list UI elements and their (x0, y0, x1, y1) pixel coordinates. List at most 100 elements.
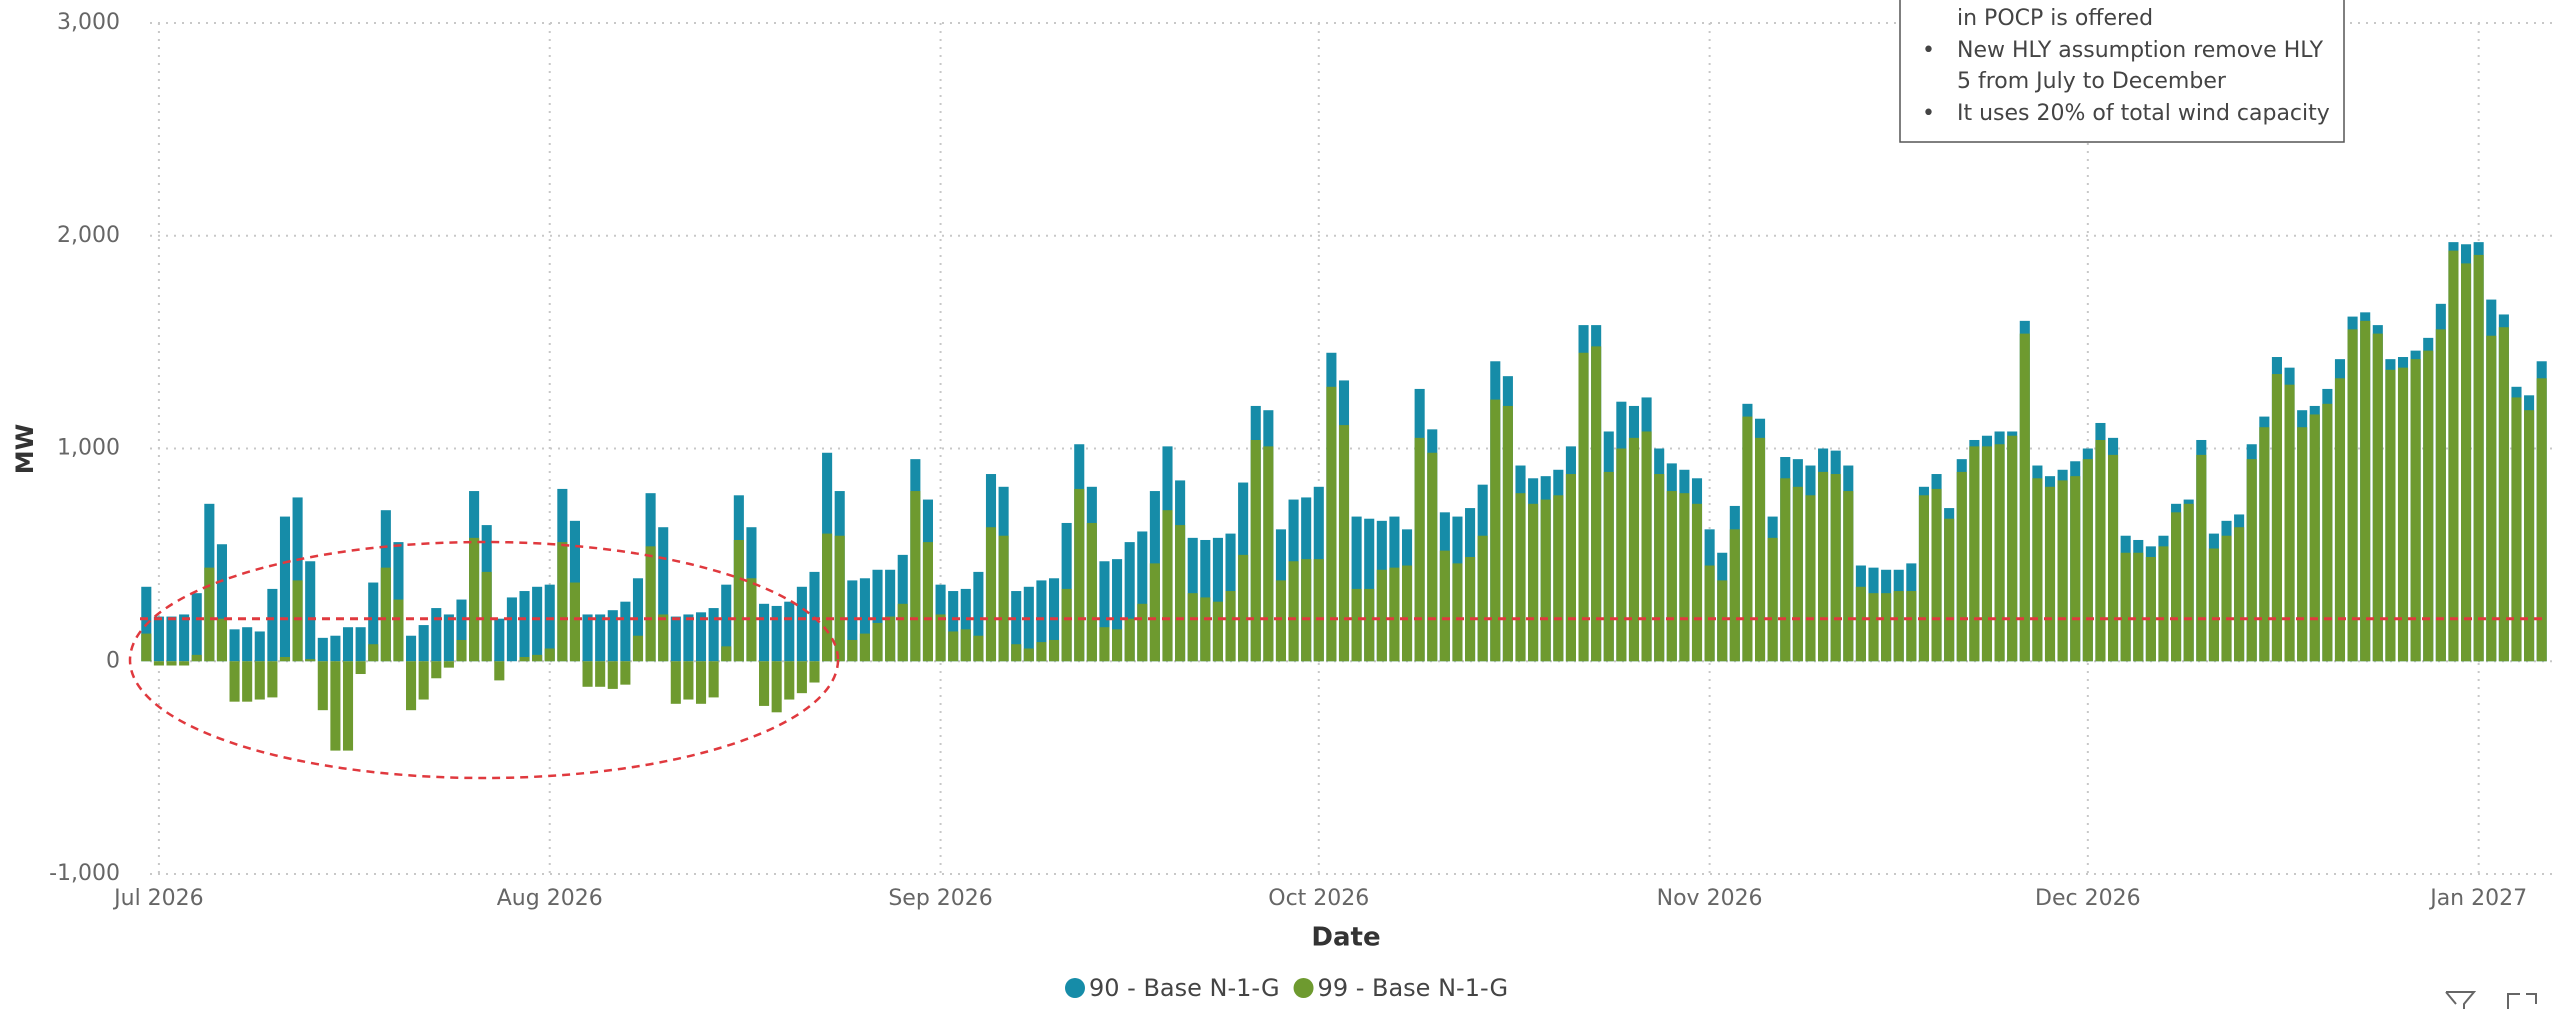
bar (1036, 580, 1047, 662)
bar (317, 661, 328, 711)
bar (1036, 642, 1047, 662)
bar (2473, 254, 2484, 662)
bar (1729, 529, 1740, 662)
bar (254, 631, 265, 662)
bar (292, 580, 303, 662)
bar (443, 661, 454, 668)
bar (1792, 486, 1803, 662)
bar (897, 603, 908, 662)
bar (1754, 437, 1766, 662)
bar (2171, 512, 2182, 662)
focus-icon[interactable] (2507, 993, 2537, 1009)
bar (153, 661, 164, 666)
bar (809, 661, 820, 683)
bar (2082, 459, 2093, 662)
bar (683, 614, 694, 662)
bar (708, 608, 719, 662)
bar (1969, 446, 1980, 662)
bar (355, 627, 366, 662)
bar (330, 661, 341, 751)
bar (1301, 559, 1312, 662)
bar (1048, 639, 1060, 662)
bar (2297, 427, 2308, 662)
bar (1868, 593, 1879, 662)
bar (557, 542, 568, 662)
bar (796, 586, 807, 662)
bar (1994, 444, 2005, 662)
bar (885, 616, 896, 662)
bar (1981, 446, 1993, 662)
bar (683, 661, 694, 700)
bar (2423, 350, 2434, 662)
bar (708, 661, 719, 698)
bar (695, 661, 707, 704)
bar (368, 644, 379, 662)
bar (179, 614, 190, 662)
bar (2461, 263, 2472, 662)
bar (960, 588, 971, 662)
bar (1338, 425, 1350, 662)
bar (569, 582, 580, 662)
bar (216, 618, 227, 662)
bar (620, 601, 631, 662)
bar (1124, 542, 1135, 662)
x-tick-label: Sep 2026 (888, 886, 992, 911)
bar (1112, 559, 1123, 662)
bar (1855, 586, 1866, 662)
x-axis-label: Date (1311, 923, 1380, 953)
bar (179, 661, 190, 666)
bar (1162, 510, 1173, 662)
bar (2347, 329, 2358, 662)
bar (973, 571, 984, 662)
bar (1023, 586, 1034, 662)
bar (216, 544, 227, 662)
bar (330, 635, 341, 662)
bar (1212, 537, 1223, 662)
bar (393, 599, 404, 662)
legend-swatch (1065, 978, 1085, 998)
bar (1099, 561, 1110, 662)
bar (620, 661, 631, 685)
y-axis-label: MW (11, 424, 39, 474)
bar (191, 654, 202, 662)
bar (2410, 359, 2421, 662)
bar (985, 527, 997, 662)
bar (2208, 548, 2219, 662)
bar (166, 661, 177, 666)
bar (254, 661, 265, 700)
bar (469, 537, 480, 662)
bar (859, 633, 870, 662)
legend-label: 99 - Base N-1-G (1318, 974, 1509, 1002)
bar (1553, 495, 1564, 662)
bar (809, 571, 820, 662)
bar (2511, 397, 2522, 662)
bar (1805, 495, 1816, 662)
bar (670, 616, 681, 662)
bar (544, 648, 555, 662)
bar (342, 661, 354, 751)
bar (431, 608, 442, 662)
bar (2019, 333, 2030, 662)
bar (1918, 495, 1929, 662)
filter-icon[interactable] (2445, 991, 2477, 1009)
bar (1086, 522, 1097, 662)
bar (607, 661, 618, 689)
bar (1843, 491, 1854, 662)
bar-layer (141, 242, 2547, 751)
bar (595, 661, 606, 687)
bar (1767, 537, 1778, 662)
bar (1452, 563, 1463, 662)
bar (582, 614, 593, 662)
bar (885, 569, 896, 662)
bar (872, 622, 883, 662)
bar (1540, 499, 1551, 662)
bar (1578, 352, 1589, 662)
bar (746, 578, 757, 662)
bar (1401, 565, 1413, 662)
bar (721, 646, 732, 662)
bar (1528, 503, 1539, 662)
bar (935, 614, 946, 662)
bar (1288, 561, 1299, 662)
bar (292, 497, 303, 662)
